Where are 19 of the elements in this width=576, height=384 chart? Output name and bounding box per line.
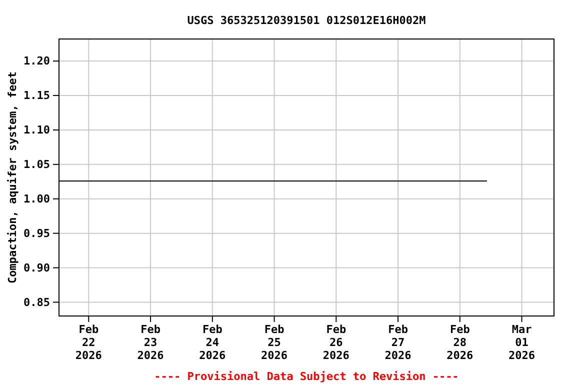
y-tick-label: 1.20 — [24, 54, 50, 68]
x-tick-label: Feb 25 2026 — [261, 323, 288, 362]
chart-title: USGS 365325120391501 012S012E16H002M — [187, 14, 426, 27]
y-tick-label: 1.15 — [24, 89, 50, 102]
y-tick-label: 1.05 — [24, 158, 50, 171]
x-tick-label: Feb 28 2026 — [446, 323, 474, 362]
x-tick-label: Feb 27 2026 — [384, 323, 412, 362]
x-tick-label: Feb 23 2026 — [137, 323, 164, 362]
x-tick-label: Feb 24 2026 — [199, 323, 226, 362]
y-axis-title: Compaction, aquifer system, feet — [6, 72, 19, 284]
y-tick-label: 0.85 — [24, 296, 50, 309]
text: ---- Provisional Data Subject to Revision ---- — [154, 370, 459, 383]
x-tick-label: Feb 22 2026 — [75, 323, 102, 362]
x-tick-label: Mar 01 2026 — [508, 323, 536, 362]
y-tick-label: 1.00 — [24, 192, 50, 206]
y-tick-label: 1.10 — [24, 123, 50, 136]
y-tick-label: 0.95 — [24, 226, 50, 240]
y-tick-label: 0.90 — [24, 261, 50, 274]
x-tick-label: Feb 26 2026 — [322, 323, 350, 362]
